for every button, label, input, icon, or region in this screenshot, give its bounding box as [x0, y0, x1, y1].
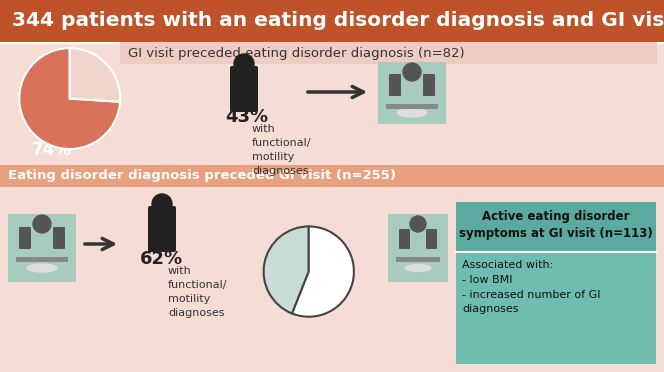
FancyBboxPatch shape	[399, 229, 410, 249]
FancyBboxPatch shape	[120, 42, 657, 64]
Text: 26%: 26%	[34, 94, 70, 109]
FancyBboxPatch shape	[378, 62, 446, 124]
Circle shape	[410, 216, 426, 232]
FancyBboxPatch shape	[16, 257, 68, 262]
Text: 62%: 62%	[140, 250, 183, 268]
Text: 74%: 74%	[32, 141, 72, 159]
Text: Associated with:
- low BMI
- increased number of GI
diagnoses: Associated with: - low BMI - increased n…	[462, 260, 600, 314]
Ellipse shape	[27, 264, 57, 272]
Circle shape	[33, 215, 51, 233]
Text: Active eating disorder
symptoms at GI visit (n=113): Active eating disorder symptoms at GI vi…	[459, 210, 653, 240]
FancyBboxPatch shape	[396, 257, 440, 262]
Text: Eating disorder diagnosis preceded GI visit (n=255): Eating disorder diagnosis preceded GI vi…	[8, 170, 396, 183]
Text: 344 patients with an eating disorder diagnosis and GI visit: 344 patients with an eating disorder dia…	[12, 12, 664, 31]
FancyBboxPatch shape	[53, 227, 65, 249]
FancyBboxPatch shape	[426, 229, 437, 249]
Wedge shape	[292, 227, 354, 317]
Wedge shape	[19, 48, 120, 149]
FancyBboxPatch shape	[0, 44, 664, 187]
FancyBboxPatch shape	[0, 187, 664, 372]
FancyBboxPatch shape	[423, 74, 435, 96]
FancyBboxPatch shape	[19, 227, 31, 249]
Circle shape	[152, 194, 172, 214]
FancyBboxPatch shape	[456, 202, 656, 252]
FancyBboxPatch shape	[0, 0, 664, 42]
Circle shape	[403, 63, 421, 81]
FancyBboxPatch shape	[148, 206, 176, 252]
Circle shape	[234, 54, 254, 74]
Wedge shape	[70, 48, 120, 102]
Ellipse shape	[405, 264, 431, 272]
Text: GI visit preceded eating disorder diagnosis (n=82): GI visit preceded eating disorder diagno…	[128, 46, 465, 60]
FancyBboxPatch shape	[230, 66, 258, 112]
Text: with
functional/
motility
diagnoses: with functional/ motility diagnoses	[168, 266, 228, 318]
FancyBboxPatch shape	[0, 165, 664, 187]
FancyBboxPatch shape	[456, 202, 656, 364]
Text: with
functional/
motility
diagnoses: with functional/ motility diagnoses	[252, 124, 311, 176]
Wedge shape	[264, 227, 309, 314]
Text: 44%: 44%	[290, 268, 330, 286]
FancyBboxPatch shape	[386, 104, 438, 109]
FancyBboxPatch shape	[8, 214, 76, 282]
Ellipse shape	[397, 109, 427, 117]
FancyBboxPatch shape	[388, 214, 448, 282]
Text: 43%: 43%	[225, 108, 268, 126]
FancyBboxPatch shape	[389, 74, 401, 96]
